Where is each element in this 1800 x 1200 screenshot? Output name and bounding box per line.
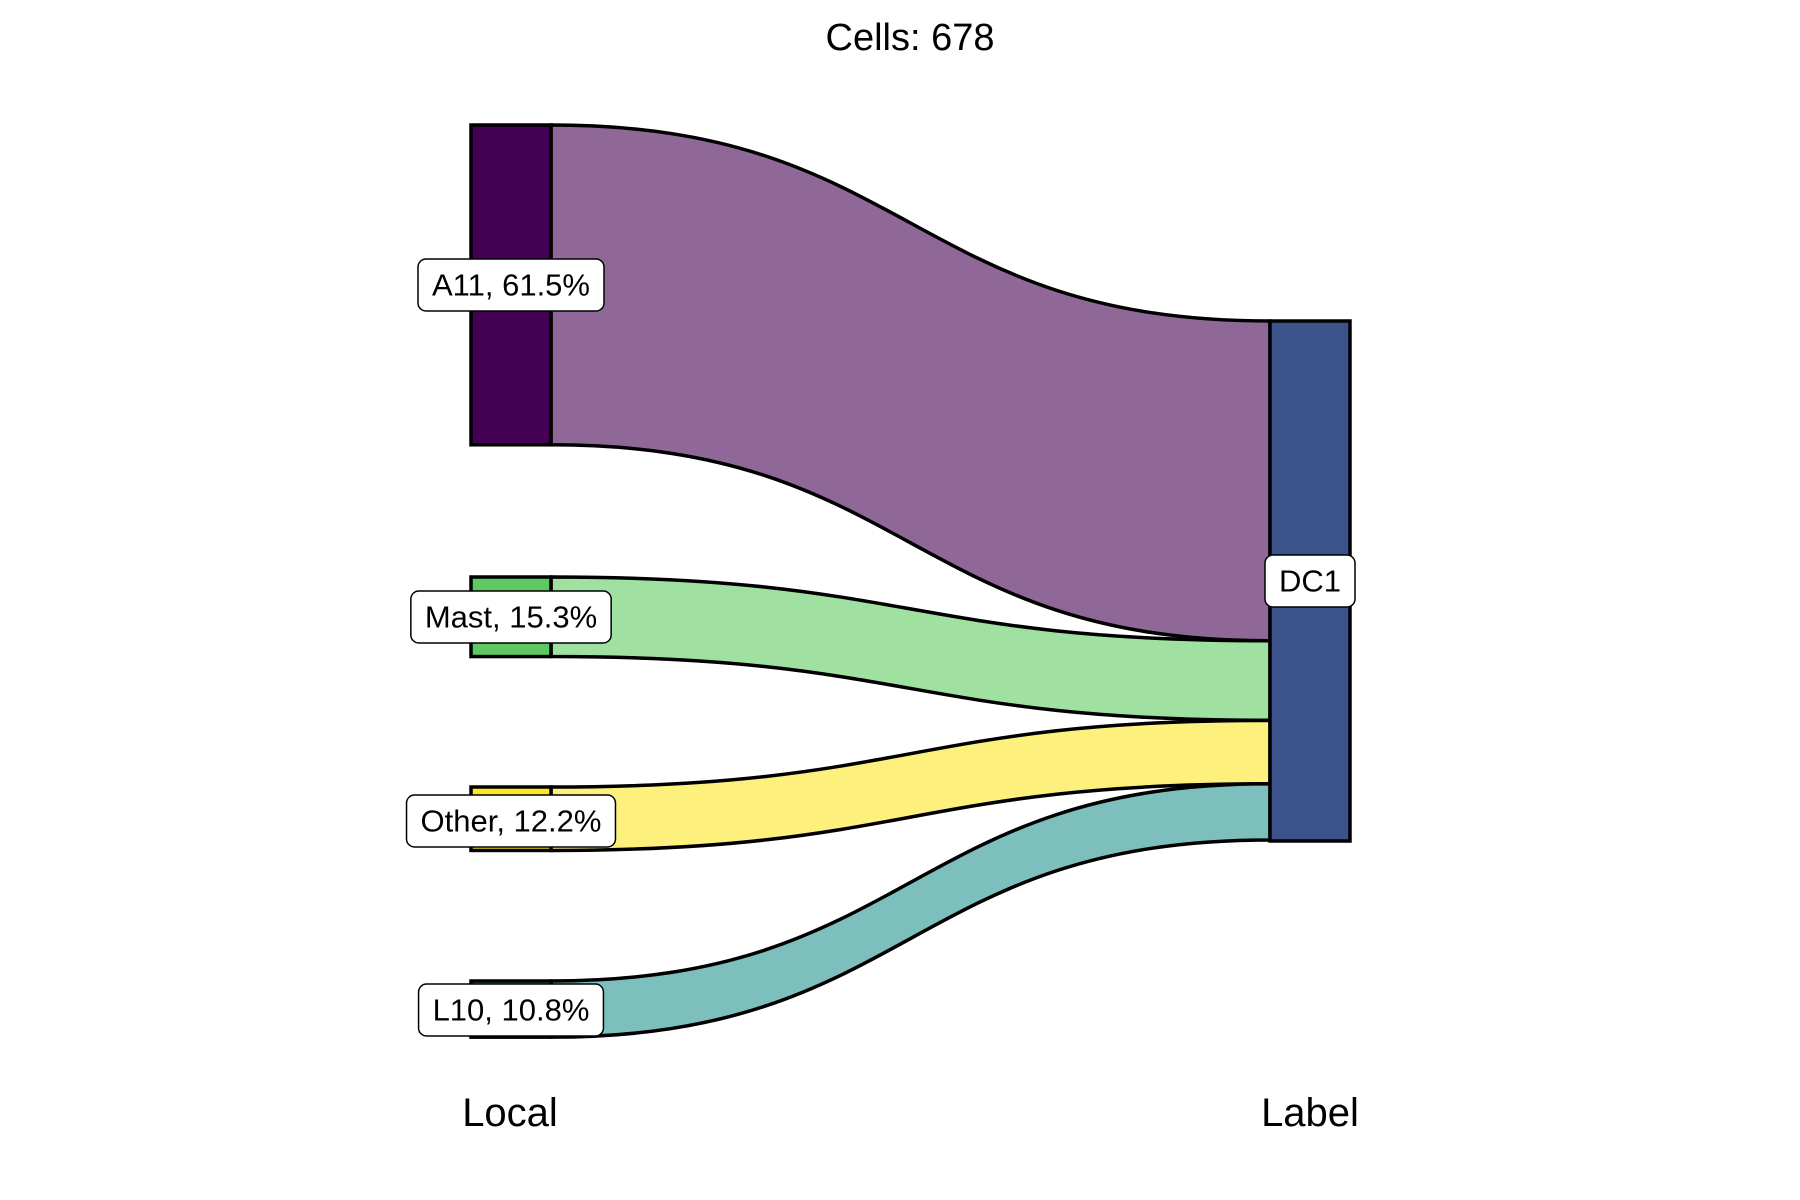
chart-title: Cells: 678 xyxy=(826,17,995,59)
flow-a11-to-dc1 xyxy=(549,123,1272,643)
label-l10: L10, 10.8% xyxy=(417,983,605,1037)
label-box-l10 xyxy=(417,983,605,1037)
label-dc1: DC1 xyxy=(1264,554,1356,608)
label-other: Other, 12.2% xyxy=(405,794,617,848)
axis-label-local: Local xyxy=(462,1091,558,1135)
label-box-mast xyxy=(410,590,612,644)
label-text-other: Other, 12.2% xyxy=(421,804,602,839)
label-text-mast: Mast, 15.3% xyxy=(425,600,597,635)
labels-layer: A11, 61.5% Mast, 15.3% Other, 12.2% L10, 10… xyxy=(405,258,1356,1037)
label-text-l10: L10, 10.8% xyxy=(433,993,590,1028)
label-box-dc1 xyxy=(1264,554,1356,608)
label-box-a11 xyxy=(417,258,605,312)
label-text-dc1: DC1 xyxy=(1279,564,1341,599)
axis-label-label: Label xyxy=(1261,1091,1359,1135)
label-mast: Mast, 15.3% xyxy=(410,590,612,644)
label-box-other xyxy=(405,794,617,848)
flows-layer xyxy=(549,123,1272,1039)
label-text-a11: A11, 61.5% xyxy=(432,268,590,303)
label-a11: A11, 61.5% xyxy=(417,258,605,312)
